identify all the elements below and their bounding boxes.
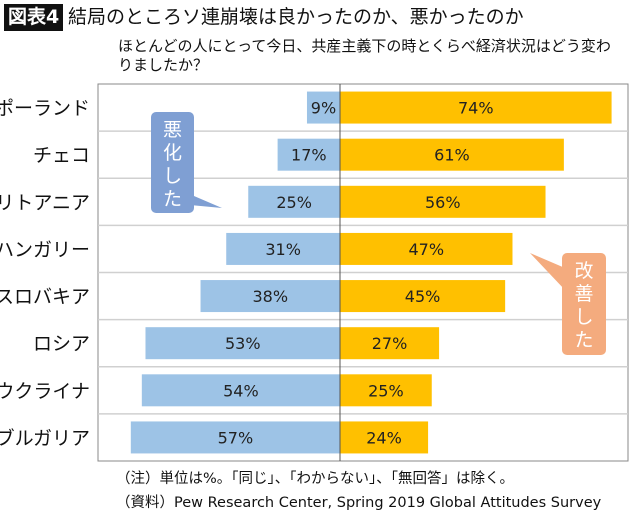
data-label: 27% — [372, 334, 408, 353]
bar-better — [340, 185, 546, 218]
bar-better — [340, 421, 429, 454]
callout-better-char: し — [574, 306, 593, 328]
data-label: 74% — [458, 99, 494, 118]
bar-better — [340, 138, 564, 171]
callout-better-char: 改 — [574, 260, 593, 282]
data-label: 57% — [218, 428, 254, 447]
bar-worse — [226, 232, 340, 265]
bar-worse — [130, 421, 340, 454]
callout-better-char: 善 — [574, 283, 593, 305]
bar-worse — [145, 327, 340, 360]
bar-better — [340, 327, 440, 360]
bar-worse — [277, 138, 340, 171]
footnote: （注）単位は%。「同じ」、「わからない」、「無回答」は除く。 — [116, 471, 515, 487]
data-label: 25% — [368, 381, 404, 400]
data-label: 54% — [223, 381, 259, 400]
data-label: 17% — [291, 146, 327, 165]
callout-tail-better — [530, 253, 565, 290]
callout-worse-char: た — [163, 188, 182, 210]
data-label: 56% — [425, 193, 461, 212]
data-label: 53% — [225, 334, 261, 353]
data-label: 61% — [434, 146, 470, 165]
data-label: 45% — [405, 287, 441, 306]
callout-worse-char: し — [163, 165, 182, 187]
category-label: ブルガリア — [0, 426, 90, 449]
data-label: 24% — [366, 428, 402, 447]
bar-better — [340, 280, 506, 313]
data-label: 31% — [265, 240, 301, 259]
bar-worse — [141, 374, 340, 407]
category-label: ハンガリー — [0, 239, 90, 261]
source-note: （資料）Pew Research Center, Spring 2019 Glo… — [116, 495, 602, 511]
figure-badge: 図表4 — [4, 4, 64, 31]
callout-worse-char: 悪 — [163, 119, 182, 141]
bar-worse — [200, 280, 340, 313]
callout-worse-char: 化 — [163, 142, 182, 164]
callout-better-char: た — [574, 329, 593, 351]
callout-better — [562, 253, 606, 355]
data-label: 47% — [408, 240, 444, 259]
bar-worse — [248, 185, 340, 218]
category-label: チェコ — [33, 145, 90, 167]
chart-subtitle: ほとんどの人にとって今日、共産主義下の時とくらべ経済状況はどう変わりましたか？ — [118, 37, 611, 74]
category-label: ウクライナ — [0, 380, 90, 402]
data-label: 38% — [252, 287, 288, 306]
category-label: ポーランド — [0, 98, 90, 120]
category-label: スロバキア — [0, 286, 90, 308]
bar-better — [340, 91, 612, 124]
bar-better — [340, 232, 513, 265]
bar-better — [340, 374, 432, 407]
callout-worse — [151, 112, 194, 213]
category-label: ロシア — [33, 333, 90, 355]
chart-title: 結局のところソ連崩壊は良かったのか、悪かったのか — [68, 6, 524, 28]
bar-worse — [306, 91, 340, 124]
category-label: リトアニア — [0, 192, 90, 214]
data-label: 9% — [311, 99, 336, 118]
data-label: 25% — [276, 193, 312, 212]
